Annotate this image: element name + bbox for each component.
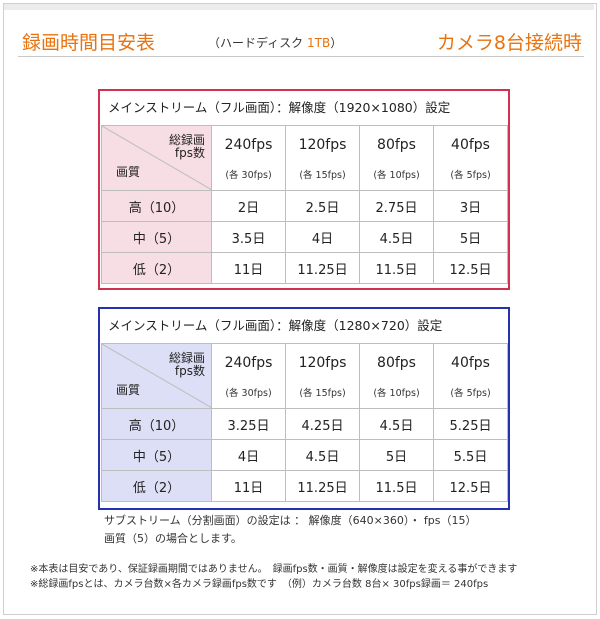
corner-cell: 総録画 fps数 画質 bbox=[101, 125, 212, 191]
fps-value: 40fps bbox=[451, 355, 490, 371]
table-cell: 11.5日 bbox=[359, 470, 434, 502]
table-cell: 3.25日 bbox=[211, 408, 286, 440]
recording-time-table: 総録画 fps数 画質 240fps (各 30fps) 120fps (各 15fp… bbox=[101, 125, 508, 284]
subtitle-prefix: （ハードディスク bbox=[208, 36, 307, 50]
table-cell: 11日 bbox=[211, 470, 286, 502]
substream-note: サブストリーム（分割画面）の設定は ： 解像度（640×360）・ fps（15… bbox=[104, 512, 476, 548]
table-header-row: 総録画 fps数 画質 240fps (各 30fps) 120fps (各 15fp… bbox=[101, 125, 508, 191]
page-title: 録画時間目安表 bbox=[22, 32, 156, 54]
quality-high: 高（10） bbox=[101, 408, 212, 440]
fps-header-80: 80fps (各 10fps) bbox=[359, 343, 434, 409]
fps-header-120: 120fps (各 15fps) bbox=[285, 125, 360, 191]
fps-note: (各 15fps) bbox=[299, 388, 346, 399]
fps-value: 240fps bbox=[224, 137, 273, 153]
fps-note: (各 30fps) bbox=[225, 170, 272, 181]
fps-header-40: 40fps (各 5fps) bbox=[433, 125, 508, 191]
fps-header-80: 80fps (各 10fps) bbox=[359, 125, 434, 191]
table-cell: 4.5日 bbox=[359, 221, 434, 253]
fps-note: (各 5fps) bbox=[450, 170, 491, 181]
fps-value: 120fps bbox=[298, 355, 347, 371]
substream-note-line1: サブストリーム（分割画面）の設定は ： 解像度（640×360）・ fps（15… bbox=[104, 514, 477, 527]
fps-value: 80fps bbox=[377, 355, 416, 371]
table-cell: 4日 bbox=[285, 221, 360, 253]
table-row: 中（5） 4日 4.5日 5日 5.5日 bbox=[101, 439, 508, 471]
corner-cell: 総録画 fps数 画質 bbox=[101, 343, 212, 409]
table-cell: 2日 bbox=[211, 190, 286, 222]
table-cell: 2.5日 bbox=[285, 190, 360, 222]
table-cell: 12.5日 bbox=[433, 252, 508, 284]
fps-note: (各 10fps) bbox=[373, 170, 420, 181]
table-cell: 11.25日 bbox=[285, 252, 360, 284]
fps-value: 80fps bbox=[377, 137, 416, 153]
top-bar bbox=[4, 4, 594, 10]
table-heading: メインストリーム（フル画面）：解像度（1280×720）設定 bbox=[108, 318, 443, 333]
corner-fps-label: 総録画 fps数 bbox=[169, 134, 205, 160]
recording-time-table: 総録画 fps数 画質 240fps (各 30fps) 120fps (各 15fp… bbox=[101, 343, 508, 502]
table-row: 高（10） 2日 2.5日 2.75日 3日 bbox=[101, 190, 508, 222]
footnote-2: ※総録画fpsとは、カメラ台数×各カメラ録画fps数です （例）カメラ台数 8台… bbox=[30, 579, 489, 590]
table-cell: 11.5日 bbox=[359, 252, 434, 284]
corner-line1: 総録画 bbox=[168, 133, 205, 147]
fps-value: 40fps bbox=[451, 137, 490, 153]
diagonal-divider bbox=[102, 344, 212, 408]
table-cell: 11日 bbox=[211, 252, 286, 284]
table-heading: メインストリーム（フル画面）：解像度（1920×1080）設定 bbox=[108, 100, 451, 115]
table-cell: 5.25日 bbox=[433, 408, 508, 440]
corner-fps-label: 総録画 fps数 bbox=[169, 352, 205, 378]
corner-line2: fps数 bbox=[174, 364, 205, 378]
table-cell: 5日 bbox=[433, 221, 508, 253]
table-row: 中（5） 3.5日 4日 4.5日 5日 bbox=[101, 221, 508, 253]
quality-low: 低（2） bbox=[101, 470, 212, 502]
table-cell: 5.5日 bbox=[433, 439, 508, 471]
fps-value: 120fps bbox=[298, 137, 347, 153]
fps-note: (各 15fps) bbox=[299, 170, 346, 181]
table-720p-panel: メインストリーム（フル画面）：解像度（1280×720）設定 総録画 fps数 画… bbox=[98, 307, 510, 510]
corner-quality-label: 画質 bbox=[116, 383, 141, 397]
fps-header-240: 240fps (各 30fps) bbox=[211, 343, 286, 409]
fps-header-120: 120fps (各 15fps) bbox=[285, 343, 360, 409]
corner-line2: fps数 bbox=[174, 146, 205, 160]
table-cell: 3.5日 bbox=[211, 221, 286, 253]
diagonal-divider bbox=[102, 126, 212, 190]
quality-medium: 中（5） bbox=[101, 221, 212, 253]
table-row: 高（10） 3.25日 4.25日 4.5日 5.25日 bbox=[101, 408, 508, 440]
fps-header-240: 240fps (各 30fps) bbox=[211, 125, 286, 191]
table-cell: 4.5日 bbox=[285, 439, 360, 471]
table-header-row: 総録画 fps数 画質 240fps (各 30fps) 120fps (各 15fp… bbox=[101, 343, 508, 409]
table-cell: 2.75日 bbox=[359, 190, 434, 222]
subtitle-suffix: ） bbox=[330, 36, 343, 50]
fps-note: (各 30fps) bbox=[225, 388, 272, 399]
fps-header-40: 40fps (各 5fps) bbox=[433, 343, 508, 409]
table-1080p-panel: メインストリーム（フル画面）：解像度（1920×1080）設定 総録画 fps数 … bbox=[98, 89, 510, 290]
table-cell: 4日 bbox=[211, 439, 286, 471]
table-cell: 12.5日 bbox=[433, 470, 508, 502]
footnote-1: ※本表は目安であり、保証録画期間ではありません。 録画fps数・画質・解像度は設… bbox=[30, 564, 518, 575]
table-cell: 5日 bbox=[359, 439, 434, 471]
subtitle-capacity: 1TB bbox=[306, 36, 331, 50]
page-subtitle: （ハードディスク 1TB） bbox=[208, 34, 342, 51]
quality-medium: 中（5） bbox=[101, 439, 212, 471]
footnotes: ※本表は目安であり、保証録画期間ではありません。 録画fps数・画質・解像度は設… bbox=[30, 562, 517, 592]
fps-value: 240fps bbox=[224, 355, 273, 371]
table-row: 低（2） 11日 11.25日 11.5日 12.5日 bbox=[101, 252, 508, 284]
corner-line1: 総録画 bbox=[168, 351, 205, 365]
substream-note-line2: 画質（5）の場合とします。 bbox=[104, 532, 242, 545]
corner-quality-label: 画質 bbox=[116, 165, 141, 179]
table-row: 低（2） 11日 11.25日 11.5日 12.5日 bbox=[101, 470, 508, 502]
fps-note: (各 10fps) bbox=[373, 388, 420, 399]
header: 録画時間目安表 （ハードディスク 1TB） カメラ8台接続時 bbox=[18, 26, 584, 57]
table-cell: 4.5日 bbox=[359, 408, 434, 440]
quality-high: 高（10） bbox=[101, 190, 212, 222]
table-cell: 3日 bbox=[433, 190, 508, 222]
quality-low: 低（2） bbox=[101, 252, 212, 284]
table-cell: 11.25日 bbox=[285, 470, 360, 502]
fps-note: (各 5fps) bbox=[450, 388, 491, 399]
table-cell: 4.25日 bbox=[285, 408, 360, 440]
camera-count-label: カメラ8台接続時 bbox=[436, 32, 582, 54]
